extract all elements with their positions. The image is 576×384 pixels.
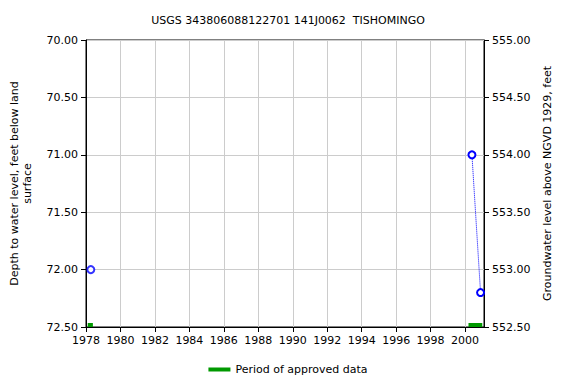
svg-text:1982: 1982 xyxy=(141,334,169,347)
svg-text:surface: surface xyxy=(21,163,34,204)
svg-text:Groundwater level above NGVD 1: Groundwater level above NGVD 1929, feet xyxy=(541,65,554,301)
svg-text:1998: 1998 xyxy=(417,334,445,347)
svg-text:554.00: 554.00 xyxy=(492,148,531,161)
svg-text:1978: 1978 xyxy=(72,334,100,347)
svg-text:1994: 1994 xyxy=(348,334,376,347)
svg-text:Depth to water level, feet bel: Depth to water level, feet below land xyxy=(8,81,21,286)
svg-text:553.50: 553.50 xyxy=(492,206,531,219)
svg-text:1984: 1984 xyxy=(175,334,203,347)
svg-text:70.00: 70.00 xyxy=(47,34,79,47)
svg-text:555.00: 555.00 xyxy=(492,34,531,47)
svg-text:1988: 1988 xyxy=(244,334,272,347)
svg-text:2000: 2000 xyxy=(451,334,479,347)
svg-text:72.50: 72.50 xyxy=(47,321,79,334)
svg-text:552.50: 552.50 xyxy=(492,321,531,334)
svg-text:Period of approved data: Period of approved data xyxy=(235,363,367,376)
svg-text:71.00: 71.00 xyxy=(47,148,79,161)
svg-text:1986: 1986 xyxy=(210,334,238,347)
svg-text:554.50: 554.50 xyxy=(492,91,531,104)
svg-text:1980: 1980 xyxy=(106,334,134,347)
svg-text:70.50: 70.50 xyxy=(47,91,79,104)
svg-text:1996: 1996 xyxy=(382,334,410,347)
svg-text:USGS 343806088122701 141J0062: USGS 343806088122701 141J0062 TISHOMINGO xyxy=(151,14,425,27)
svg-text:553.00: 553.00 xyxy=(492,263,531,276)
svg-text:1990: 1990 xyxy=(279,334,307,347)
svg-text:72.00: 72.00 xyxy=(47,263,79,276)
svg-text:1992: 1992 xyxy=(313,334,341,347)
svg-text:71.50: 71.50 xyxy=(47,206,79,219)
